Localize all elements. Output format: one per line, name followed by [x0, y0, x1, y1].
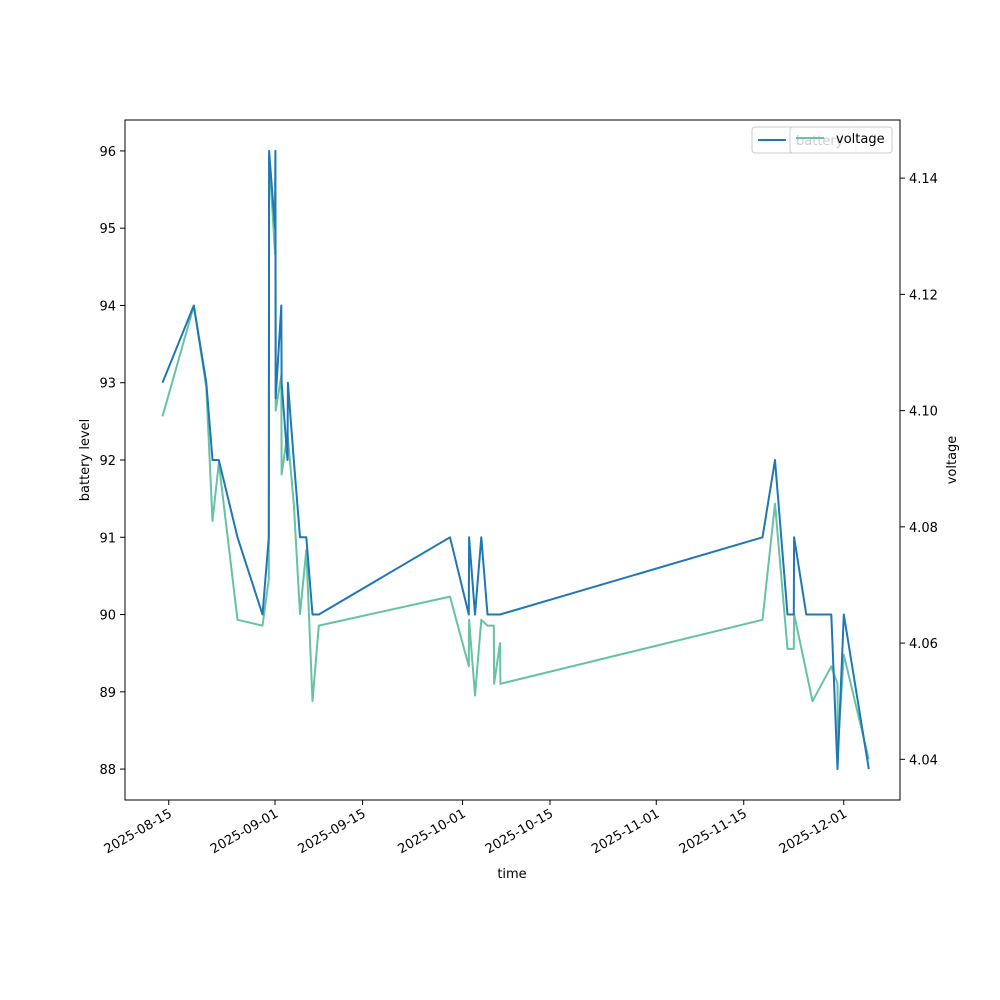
legend-voltage: voltage — [789, 126, 893, 154]
y-left-tick-label: 88 — [99, 763, 116, 778]
y-left-tick-label: 96 — [99, 145, 116, 160]
y-right-tick-label: 4.10 — [909, 405, 938, 420]
plot-area — [125, 120, 900, 800]
series-layer — [161, 149, 870, 771]
legend-voltage-label: voltage — [836, 132, 885, 147]
series-line-voltage — [161, 153, 870, 760]
y-left-tick-label: 95 — [99, 222, 116, 237]
y-right-tick-label: 4.04 — [909, 753, 938, 768]
y-left-tick-label: 93 — [99, 377, 116, 392]
y-axis-left-label: battery level — [78, 419, 93, 502]
y-left-tick-label: 91 — [99, 531, 116, 546]
y-left-tick-label: 90 — [99, 609, 116, 624]
y-axis-right-label: voltage — [945, 436, 960, 485]
y-right-tick-label: 4.08 — [909, 521, 938, 536]
y-right-tick-label: 4.14 — [909, 172, 938, 187]
y-left-tick-label: 94 — [99, 299, 116, 314]
legend-voltage-box — [789, 126, 893, 154]
series-line-battery — [161, 149, 870, 771]
y-right-tick-label: 4.12 — [909, 288, 938, 303]
y-left-tick-label: 89 — [99, 686, 116, 701]
y-right-tick-label: 4.06 — [909, 637, 938, 652]
y-left-tick-label: 92 — [99, 454, 116, 469]
y-axis-right: 4.04 4.06 4.08 4.10 4.12 4.14 — [900, 172, 938, 768]
x-axis-label: time — [497, 867, 526, 882]
y-axis-left: 88 89 90 91 92 93 94 95 96 — [99, 145, 125, 778]
